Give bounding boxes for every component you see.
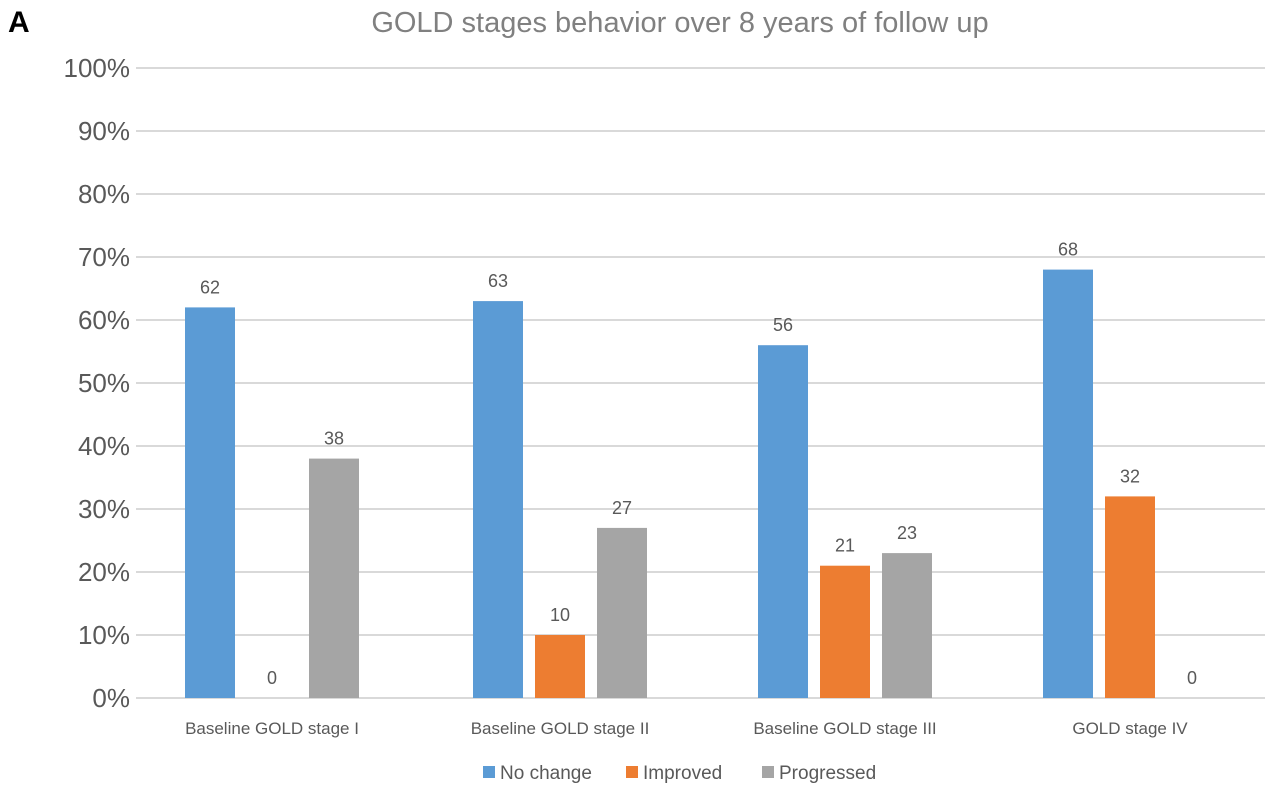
chart-title: GOLD stages behavior over 8 years of fol…	[371, 7, 988, 39]
x-category-label: Baseline GOLD stage III	[753, 719, 936, 738]
bar-progressed	[309, 458, 359, 698]
legend-label: Improved	[643, 763, 722, 784]
x-category-label: Baseline GOLD stage I	[185, 719, 359, 738]
data-label: 56	[773, 315, 793, 335]
bar-improved	[535, 635, 585, 698]
y-tick-label: 100%	[64, 53, 131, 83]
data-label: 63	[488, 271, 508, 291]
data-label: 0	[267, 668, 277, 688]
y-tick-label: 0%	[92, 683, 130, 713]
x-category-label: GOLD stage IV	[1072, 719, 1188, 738]
data-label: 38	[324, 429, 344, 449]
data-label: 10	[550, 605, 570, 625]
bar-no-change	[473, 301, 523, 698]
data-label: 62	[200, 277, 220, 297]
y-tick-label: 80%	[78, 179, 130, 209]
y-tick-label: 90%	[78, 116, 130, 146]
data-label: 68	[1058, 240, 1078, 260]
x-category-label: Baseline GOLD stage II	[471, 719, 650, 738]
legend-swatch	[762, 766, 774, 778]
bar-no-change	[185, 307, 235, 698]
y-tick-label: 50%	[78, 368, 130, 398]
bar-improved	[820, 565, 870, 698]
bar-improved	[1105, 496, 1155, 698]
data-label: 0	[1187, 668, 1197, 688]
bar-no-change	[758, 345, 808, 698]
y-tick-label: 20%	[78, 557, 130, 587]
legend-label: No change	[500, 763, 592, 784]
bar-progressed	[882, 553, 932, 698]
legend-swatch	[483, 766, 495, 778]
bar-no-change	[1043, 269, 1093, 698]
legend-swatch	[626, 766, 638, 778]
panel-label: A	[8, 6, 30, 39]
bar-progressed	[597, 527, 647, 698]
y-tick-label: 70%	[78, 242, 130, 272]
data-label: 32	[1120, 466, 1140, 486]
data-label: 27	[612, 498, 632, 518]
y-tick-label: 40%	[78, 431, 130, 461]
data-label: 21	[835, 536, 855, 556]
y-tick-label: 60%	[78, 305, 130, 335]
y-tick-label: 30%	[78, 494, 130, 524]
data-label: 23	[897, 523, 917, 543]
legend-label: Progressed	[779, 763, 876, 784]
y-tick-label: 10%	[78, 620, 130, 650]
